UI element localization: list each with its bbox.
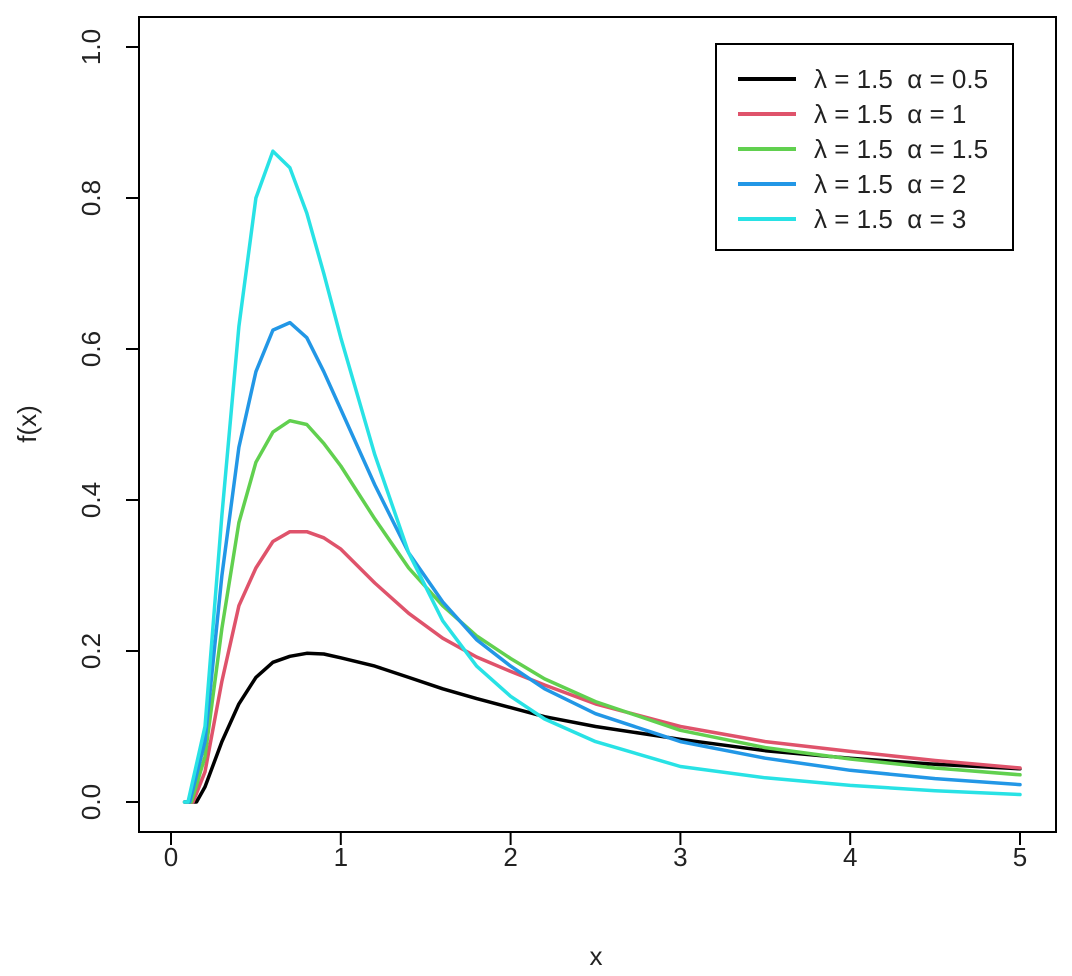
x-tick-label: 2 bbox=[503, 842, 517, 872]
legend: λ = 1.5 α = 0.5 λ = 1.5 α = 1 λ = 1.5 α = … bbox=[715, 43, 1014, 251]
legend-label: λ = 1.5 α = 1.5 bbox=[814, 134, 988, 164]
legend-label: λ = 1.5 α = 3 bbox=[814, 204, 966, 234]
x-axis-title: x bbox=[590, 941, 603, 971]
x-tick-label: 5 bbox=[1013, 842, 1027, 872]
x-tick-label: 3 bbox=[673, 842, 687, 872]
legend-label: λ = 1.5 α = 1 bbox=[814, 99, 966, 129]
x-tick-label: 0 bbox=[164, 842, 178, 872]
series-line bbox=[182, 418, 1022, 804]
y-tick-label: 0.6 bbox=[76, 331, 106, 367]
y-tick-label: 0.8 bbox=[76, 180, 106, 216]
series-layer bbox=[182, 149, 1022, 804]
y-tick-label: 0.2 bbox=[76, 633, 106, 669]
y-tick-label: 1.0 bbox=[76, 29, 106, 65]
legend-label: λ = 1.5 α = 0.5 bbox=[814, 64, 988, 94]
y-tick-label: 0.0 bbox=[76, 784, 106, 820]
legend-label: λ = 1.5 α = 2 bbox=[814, 169, 966, 199]
series-line bbox=[182, 320, 1022, 804]
x-tick-label: 1 bbox=[334, 842, 348, 872]
y-tick-label: 0.4 bbox=[76, 482, 106, 518]
y-axis: 0.0 0.2 0.4 0.6 0.8 1.0 bbox=[76, 29, 140, 820]
y-axis-title: f(x) bbox=[12, 405, 42, 443]
series-line bbox=[182, 529, 1022, 804]
x-axis: 0 1 2 3 4 5 bbox=[164, 831, 1027, 872]
x-tick-label: 4 bbox=[843, 842, 857, 872]
series-line bbox=[182, 651, 1022, 804]
series-line bbox=[182, 149, 1022, 804]
